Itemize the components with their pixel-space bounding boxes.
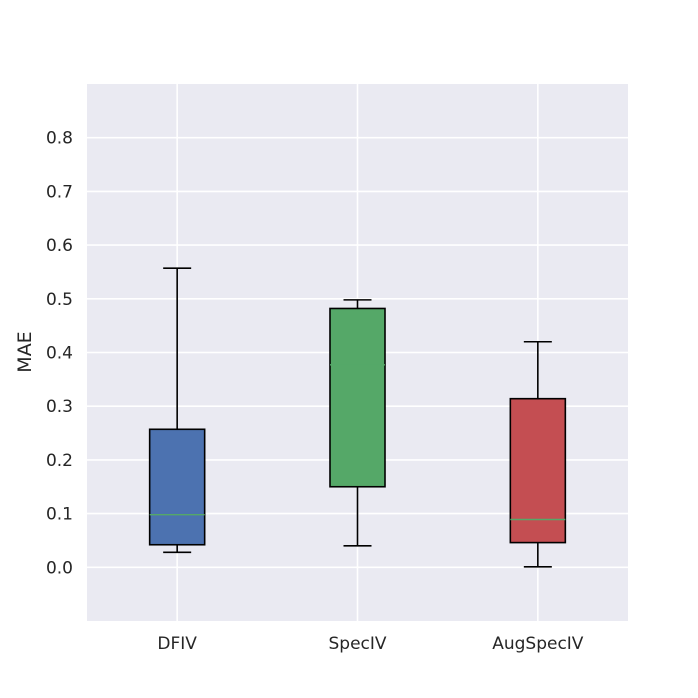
box-body [329, 307, 386, 488]
y-tick-label: 0.7 [46, 182, 73, 202]
box-augspeciv [509, 340, 567, 568]
y-tick-label: 0.1 [46, 505, 73, 525]
y-tick-label: 0.6 [46, 236, 73, 256]
y-tick-label: 0.5 [46, 290, 73, 310]
y-tick-label: 0.4 [46, 344, 73, 364]
box-body [509, 397, 567, 544]
x-tick-label: AugSpecIV [492, 634, 584, 654]
y-tick-label: 0.3 [46, 397, 73, 417]
y-tick-label: 0.8 [46, 129, 73, 149]
y-axis-label: MAE [14, 331, 36, 372]
x-tick-label: SpecIV [328, 634, 386, 654]
y-tick-label: 0.0 [46, 558, 73, 578]
y-tick-label: 0.2 [46, 451, 73, 471]
x-tick-label: DFIV [157, 634, 197, 654]
y-tick-labels: 0.0 0.1 0.2 0.3 0.4 0.5 0.6 0.7 0.8 [46, 129, 73, 579]
x-tick-labels: DFIV SpecIV AugSpecIV [157, 634, 583, 654]
boxes [148, 267, 567, 568]
box-speciv [329, 299, 386, 547]
box-body [148, 428, 206, 546]
box-dfiv [148, 267, 206, 554]
